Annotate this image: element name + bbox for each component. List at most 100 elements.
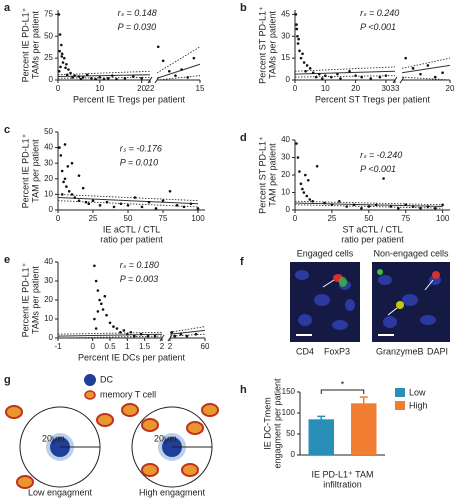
data-point	[192, 56, 196, 60]
data-point	[85, 73, 89, 77]
scale-label: 20μm	[42, 433, 65, 443]
data-point	[60, 55, 64, 58]
data-point	[185, 334, 189, 338]
data-point	[304, 69, 307, 73]
data-point	[132, 334, 136, 338]
data-point	[304, 173, 307, 177]
data-point	[305, 64, 309, 67]
x-tick-label: 33	[391, 84, 400, 93]
data-point	[298, 49, 301, 53]
data-point	[94, 77, 97, 81]
data-point	[111, 74, 114, 77]
data-point	[140, 205, 144, 209]
panel-letter: g	[4, 374, 11, 386]
legend-dc	[84, 374, 96, 386]
legend-label: High	[409, 400, 428, 410]
fit-line	[401, 64, 451, 74]
data-point	[62, 180, 65, 184]
stat-label: rₛ = -0.240	[360, 150, 402, 160]
data-point	[308, 67, 312, 70]
stat-label: P <0.001	[360, 164, 396, 174]
x-tick-label: 0	[90, 342, 95, 351]
data-point	[94, 327, 98, 330]
y-tick-label: 20	[44, 295, 53, 304]
data-point	[59, 154, 63, 157]
data-point	[65, 185, 68, 188]
scale-label: 20μm	[154, 433, 177, 443]
data-point	[384, 74, 388, 77]
data-point	[63, 143, 67, 146]
data-point	[131, 75, 135, 78]
y-tick-label: 10	[44, 314, 53, 323]
data-point	[81, 76, 85, 79]
data-point	[140, 76, 143, 80]
data-point	[57, 69, 61, 73]
y-tick-label: 30	[281, 31, 290, 40]
data-point	[154, 207, 158, 210]
data-point	[98, 76, 102, 79]
data-point	[173, 334, 177, 338]
y-axis-title: TAMs per patient	[267, 11, 277, 79]
data-point	[126, 204, 130, 207]
data-point	[397, 206, 400, 210]
data-point	[59, 65, 62, 69]
data-point	[79, 77, 83, 81]
y-axis-title: Percent ST PD-L1⁺	[257, 136, 267, 214]
data-point	[348, 69, 351, 73]
fit-line	[156, 63, 201, 79]
data-point	[105, 313, 108, 317]
y-tick-label: 150	[282, 387, 296, 396]
data-point	[58, 146, 61, 149]
data-point	[337, 199, 341, 203]
data-point	[311, 71, 315, 75]
data-point	[378, 75, 382, 79]
legend-label: memory T cell	[100, 389, 156, 399]
stain-label: GranzymeB	[376, 346, 424, 356]
legend-swatch	[395, 401, 405, 410]
data-point	[404, 56, 407, 60]
data-point	[295, 27, 299, 31]
data-point	[60, 193, 64, 196]
stat-label: P <0.001	[360, 22, 396, 32]
data-point	[336, 72, 339, 76]
data-point	[84, 200, 88, 204]
stain-label: CD4	[296, 346, 314, 356]
stat-label: rₛ = 0.148	[118, 8, 157, 18]
data-point	[382, 177, 385, 180]
x-axis-title: Percent IE Tregs per patient	[73, 94, 186, 104]
data-point	[91, 199, 95, 202]
bar	[308, 419, 334, 455]
stat-label: rₛ = 0.240	[360, 8, 399, 18]
data-point	[112, 325, 115, 328]
data-point	[299, 182, 303, 186]
x-tick-label: 2	[160, 342, 165, 351]
data-point	[101, 308, 105, 311]
data-point	[426, 64, 430, 67]
x-axis-title: Percent ST Tregs per patient	[315, 94, 430, 104]
data-point	[133, 196, 137, 199]
stat-label: P = 0.003	[120, 274, 158, 284]
data-point	[323, 201, 326, 205]
data-point	[93, 317, 96, 321]
panel-letter: c	[4, 124, 10, 136]
y-tick-label: 45	[281, 9, 290, 18]
data-point	[330, 75, 333, 79]
stat-label: rₛ = 0.180	[120, 260, 159, 270]
x-tick-label: 25	[327, 214, 336, 223]
x-tick-label: 30	[381, 84, 390, 93]
image-title: Non-engaged cells	[373, 248, 449, 258]
y-axis-title: TAMs per patient	[30, 11, 40, 79]
data-point	[308, 198, 312, 201]
fit-line	[57, 70, 151, 76]
data-point	[65, 62, 68, 66]
data-point	[77, 75, 81, 78]
data-point	[61, 61, 65, 64]
data-point	[367, 205, 371, 208]
data-point	[179, 332, 183, 336]
data-point	[294, 13, 298, 16]
data-point	[102, 77, 106, 81]
y-tick-label: 50	[286, 429, 295, 438]
data-point	[411, 67, 415, 70]
data-point	[70, 161, 74, 165]
